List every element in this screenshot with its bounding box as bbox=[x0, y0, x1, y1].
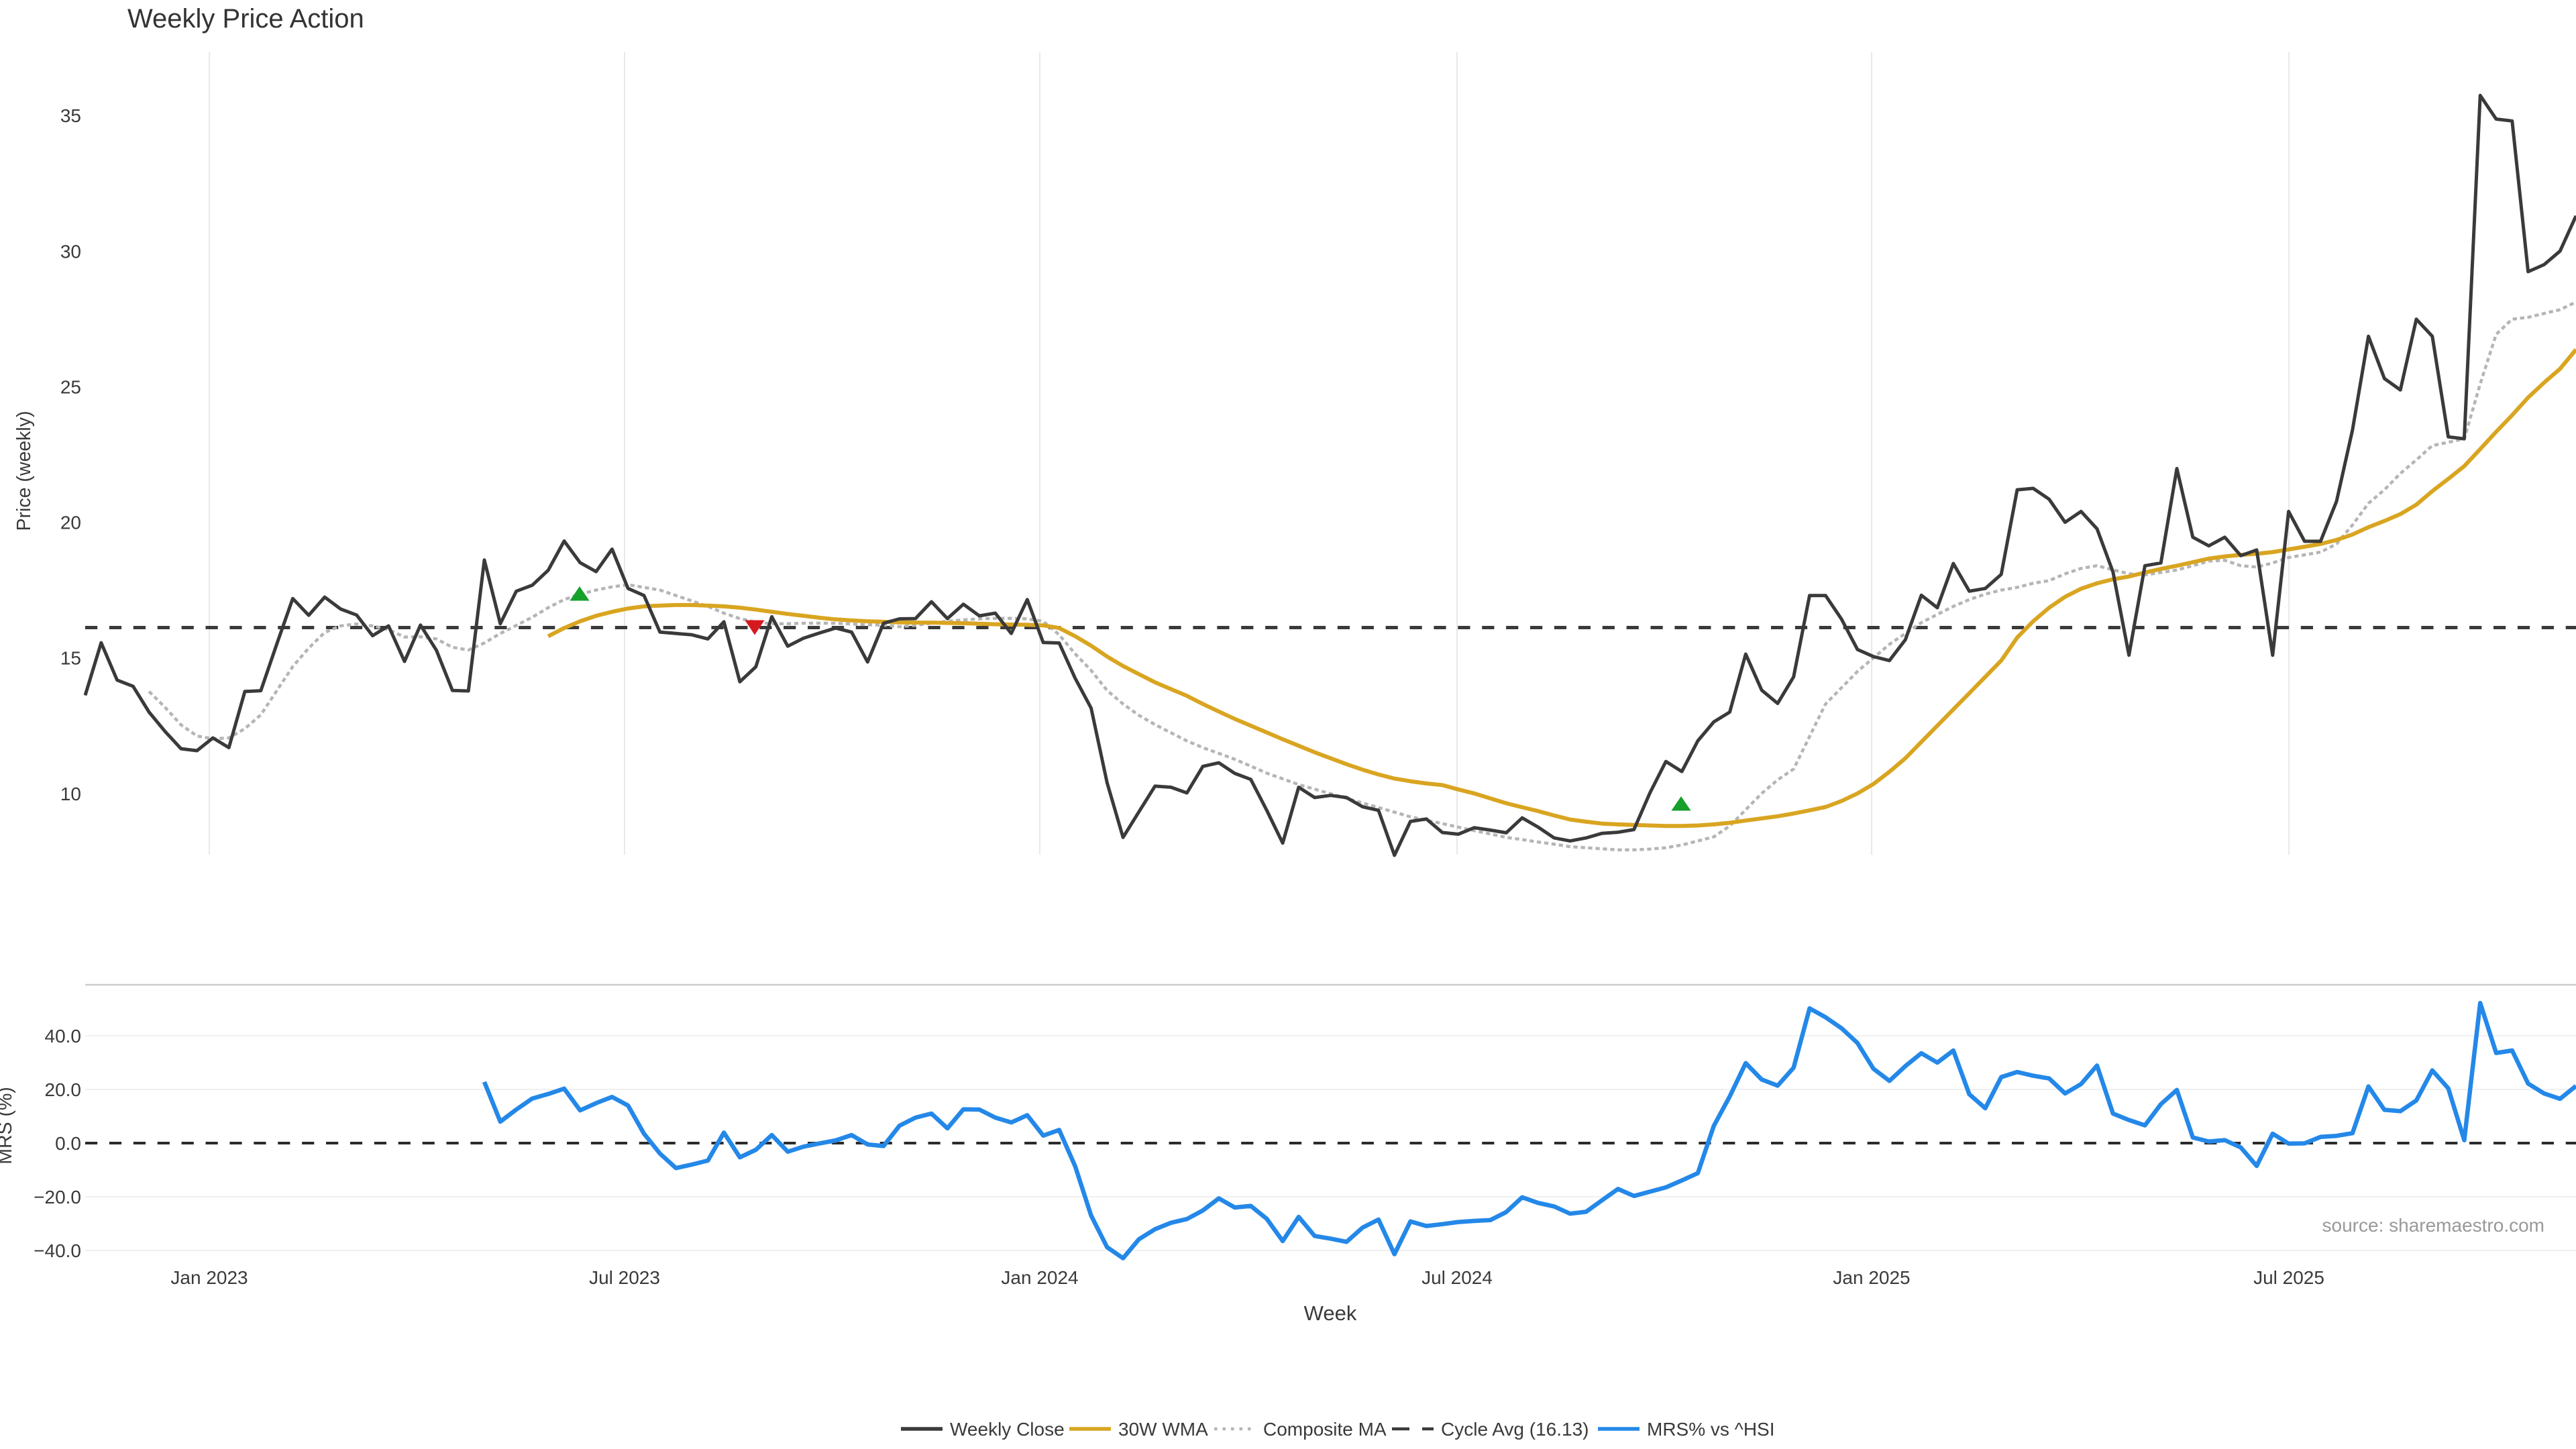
svg-text:Composite MA: Composite MA bbox=[1263, 1419, 1387, 1440]
svg-text:Jan 2025: Jan 2025 bbox=[1833, 1267, 1910, 1288]
svg-text:10: 10 bbox=[60, 784, 81, 804]
svg-text:0.0: 0.0 bbox=[55, 1133, 81, 1154]
svg-text:Week: Week bbox=[1304, 1301, 1357, 1325]
svg-text:Jul 2023: Jul 2023 bbox=[589, 1267, 660, 1288]
svg-text:20: 20 bbox=[60, 513, 81, 533]
svg-text:Jan 2023: Jan 2023 bbox=[170, 1267, 248, 1288]
svg-text:25: 25 bbox=[60, 377, 81, 398]
svg-text:30W WMA: 30W WMA bbox=[1118, 1419, 1208, 1440]
svg-text:20.0: 20.0 bbox=[45, 1079, 82, 1100]
svg-text:Jul 2025: Jul 2025 bbox=[2253, 1267, 2324, 1288]
svg-text:−40.0: −40.0 bbox=[34, 1240, 81, 1261]
svg-text:MRS% vs ^HSI: MRS% vs ^HSI bbox=[1647, 1419, 1775, 1440]
svg-text:Weekly Close: Weekly Close bbox=[950, 1419, 1065, 1440]
svg-text:−20.0: −20.0 bbox=[34, 1187, 81, 1208]
svg-text:40.0: 40.0 bbox=[45, 1026, 82, 1046]
svg-text:35: 35 bbox=[60, 105, 81, 126]
svg-text:Jan 2024: Jan 2024 bbox=[1001, 1267, 1078, 1288]
svg-text:30: 30 bbox=[60, 241, 81, 262]
svg-text:15: 15 bbox=[60, 648, 81, 669]
svg-text:MRS (%): MRS (%) bbox=[0, 1087, 16, 1165]
svg-text:source: sharemaestro.com: source: sharemaestro.com bbox=[2322, 1215, 2544, 1236]
svg-text:Weekly Price Action: Weekly Price Action bbox=[127, 4, 364, 34]
svg-text:Jul 2024: Jul 2024 bbox=[1421, 1267, 1493, 1288]
svg-text:Cycle Avg (16.13): Cycle Avg (16.13) bbox=[1441, 1419, 1589, 1440]
svg-text:Price (weekly): Price (weekly) bbox=[13, 411, 35, 531]
